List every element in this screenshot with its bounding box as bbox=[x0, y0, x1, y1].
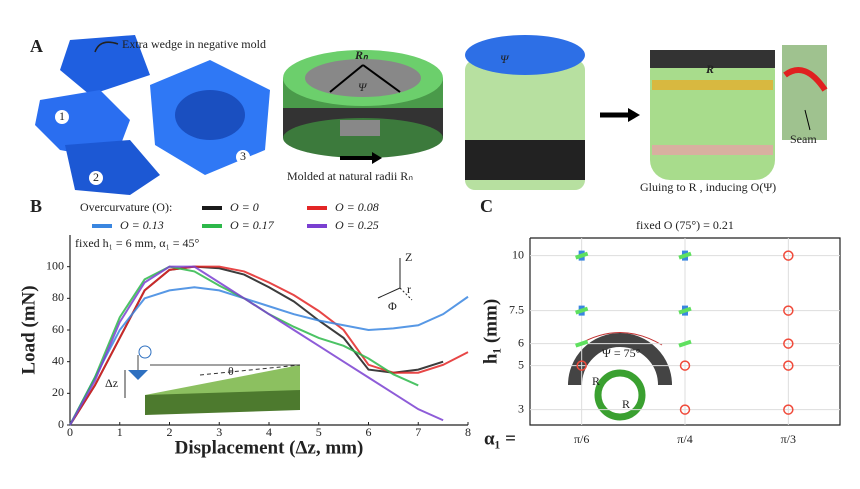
inset-label: Φ bbox=[388, 299, 397, 313]
arrowhead bbox=[372, 152, 382, 164]
marker bbox=[783, 360, 794, 371]
x-tick-label: 4 bbox=[266, 425, 272, 439]
y-tick-label: 5 bbox=[518, 357, 524, 371]
badge bbox=[236, 150, 250, 164]
y-tick-label: 6 bbox=[518, 335, 524, 349]
inset-label: Z bbox=[405, 250, 412, 264]
annotation: fixed h₁ = 6 mm, α₁ = 45° bbox=[75, 236, 200, 250]
glued-ring-photo bbox=[650, 45, 828, 180]
inset-label: θ bbox=[228, 364, 234, 378]
inset-label: Δz bbox=[105, 376, 118, 390]
x-tick-label: 6 bbox=[366, 425, 372, 439]
y-tick-label: 100 bbox=[46, 258, 64, 272]
badge bbox=[89, 171, 103, 185]
inset-label: r bbox=[407, 282, 411, 296]
data-line bbox=[69, 265, 469, 426]
y-axis-label: h₁ (mm) bbox=[480, 299, 501, 364]
marker bbox=[575, 251, 589, 260]
marker bbox=[783, 250, 794, 261]
marker bbox=[783, 404, 794, 415]
y-axis-label: Load (mN) bbox=[18, 285, 39, 374]
legend-label: O = 0.13 bbox=[120, 218, 164, 232]
glued-photo bbox=[465, 35, 585, 190]
note: Extra wedge in negative mold bbox=[122, 37, 266, 51]
marker bbox=[575, 339, 589, 348]
x-tick-label: π/4 bbox=[677, 432, 692, 446]
part-label: 1 bbox=[59, 109, 65, 123]
inset-label: R bbox=[592, 374, 600, 388]
inset-label: R bbox=[622, 397, 630, 411]
x-tick-label: 0 bbox=[67, 425, 73, 439]
seam-label: Seam bbox=[790, 132, 817, 146]
axis bbox=[529, 237, 841, 426]
x-tick-label: 1 bbox=[117, 425, 123, 439]
y-tick-label: 20 bbox=[52, 385, 64, 399]
radius-line bbox=[362, 64, 401, 93]
pointer bbox=[804, 109, 811, 131]
marker bbox=[783, 338, 794, 349]
indenter-inset bbox=[124, 345, 301, 415]
data-line bbox=[69, 265, 444, 426]
marker bbox=[783, 305, 794, 316]
caption: Molded at natural radii Rₙ bbox=[287, 169, 413, 183]
marker bbox=[678, 339, 692, 348]
arrow bbox=[94, 41, 119, 53]
marker bbox=[678, 251, 692, 260]
x-axis-label: α₁ = bbox=[484, 428, 516, 449]
radius-label: R bbox=[705, 62, 714, 76]
panel-label: B bbox=[30, 196, 42, 216]
legend-label: O = 0 bbox=[230, 200, 259, 214]
chart-title: fixed O (75°) = 0.21 bbox=[636, 218, 734, 232]
legend-label: O = 0.08 bbox=[335, 200, 379, 214]
ring-render bbox=[283, 50, 443, 158]
marker bbox=[679, 360, 691, 371]
x-tick-label: π/6 bbox=[574, 432, 589, 446]
part-label: 2 bbox=[93, 170, 99, 184]
x-axis-label: Displacement (Δz, mm) bbox=[175, 437, 364, 458]
x-tick-label: π/3 bbox=[781, 432, 796, 446]
angle-label: Ψ bbox=[500, 52, 510, 66]
marker bbox=[576, 360, 587, 371]
legend-title: Overcurvature (O): bbox=[80, 200, 172, 214]
y-tick-label: 10 bbox=[512, 247, 524, 261]
legend-label: O = 0.17 bbox=[230, 218, 275, 232]
y-tick-label: 60 bbox=[52, 322, 64, 336]
x-tick-label: 3 bbox=[216, 425, 222, 439]
inset-label: Ψ = 75° bbox=[602, 346, 641, 360]
y-tick-label: 3 bbox=[518, 401, 524, 415]
angle-label: Ψ bbox=[358, 80, 368, 94]
axes-icon bbox=[377, 258, 413, 301]
y-tick-label: 80 bbox=[52, 290, 64, 304]
marker bbox=[575, 306, 589, 315]
radius-label: Rₙ bbox=[354, 48, 369, 62]
y-tick-label: 40 bbox=[52, 353, 64, 367]
y-tick-label: 7.5 bbox=[509, 302, 524, 316]
x-tick-label: 8 bbox=[465, 425, 471, 439]
marker bbox=[678, 306, 692, 315]
radius-line bbox=[329, 64, 364, 93]
panel-label: C bbox=[480, 196, 493, 216]
badge bbox=[55, 110, 69, 124]
y-tick-label: 0 bbox=[58, 417, 64, 431]
part-label: 3 bbox=[240, 149, 246, 163]
x-tick-label: 5 bbox=[316, 425, 322, 439]
mold-photo bbox=[35, 35, 270, 195]
panel-label: A bbox=[30, 36, 43, 56]
marker bbox=[679, 404, 691, 415]
x-tick-label: 7 bbox=[415, 425, 421, 439]
x-tick-label: 2 bbox=[167, 425, 173, 439]
arrowhead bbox=[628, 108, 640, 122]
legend-label: O = 0.25 bbox=[335, 218, 379, 232]
caption: Gluing to R , inducing O(Ψ) bbox=[640, 180, 776, 194]
data-line bbox=[69, 286, 469, 426]
